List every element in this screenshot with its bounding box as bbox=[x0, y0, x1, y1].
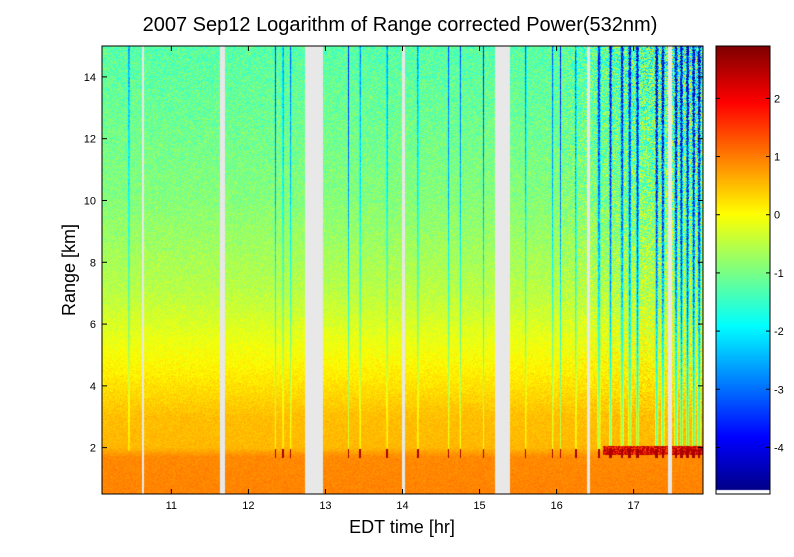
y-tick-label: 2 bbox=[90, 443, 96, 455]
chart-title: 2007 Sep12 Logarithm of Range corrected … bbox=[143, 14, 658, 36]
colorbar-ticks: -4 -3 -2 -1 0 1 2 bbox=[716, 93, 784, 454]
y-tick-label: 10 bbox=[84, 195, 96, 207]
colorbar-tick-label: 1 bbox=[774, 152, 780, 164]
x-tick-label: 13 bbox=[319, 500, 331, 512]
colorbar-frame bbox=[715, 45, 771, 495]
colorbar: -4 -3 -2 -1 0 1 2 bbox=[715, 45, 784, 495]
colorbar-tick-label: -1 bbox=[774, 268, 784, 280]
x-tick-label: 17 bbox=[628, 500, 640, 512]
x-tick-label: 14 bbox=[396, 500, 408, 512]
x-tick-label: 16 bbox=[550, 500, 562, 512]
colorbar-tick-label: 2 bbox=[774, 93, 780, 105]
y-axis-ticks: 2 4 6 8 10 12 14 bbox=[84, 72, 703, 455]
colorbar-tick-label: -3 bbox=[774, 384, 784, 396]
x-axis-ticks: 11 12 13 14 15 16 17 bbox=[166, 46, 640, 512]
x-tick-label: 11 bbox=[166, 500, 177, 512]
y-tick-label: 12 bbox=[84, 134, 96, 146]
colorbar-gradient bbox=[716, 46, 770, 494]
y-tick-label: 6 bbox=[90, 319, 96, 331]
plot-area bbox=[101, 45, 704, 495]
x-tick-label: 12 bbox=[242, 500, 254, 512]
colorbar-tick-label: 0 bbox=[774, 210, 780, 222]
x-axis-label: EDT time [hr] bbox=[349, 517, 455, 537]
colorbar-tick-label: -2 bbox=[774, 326, 784, 338]
y-axis-label: Range [km] bbox=[59, 224, 79, 316]
y-tick-label: 4 bbox=[90, 381, 96, 393]
y-tick-label: 14 bbox=[84, 72, 96, 84]
heatmap-image bbox=[102, 46, 703, 494]
x-tick-label: 15 bbox=[473, 500, 485, 512]
colorbar-tick-label: -4 bbox=[774, 442, 784, 454]
y-tick-label: 8 bbox=[90, 257, 96, 269]
